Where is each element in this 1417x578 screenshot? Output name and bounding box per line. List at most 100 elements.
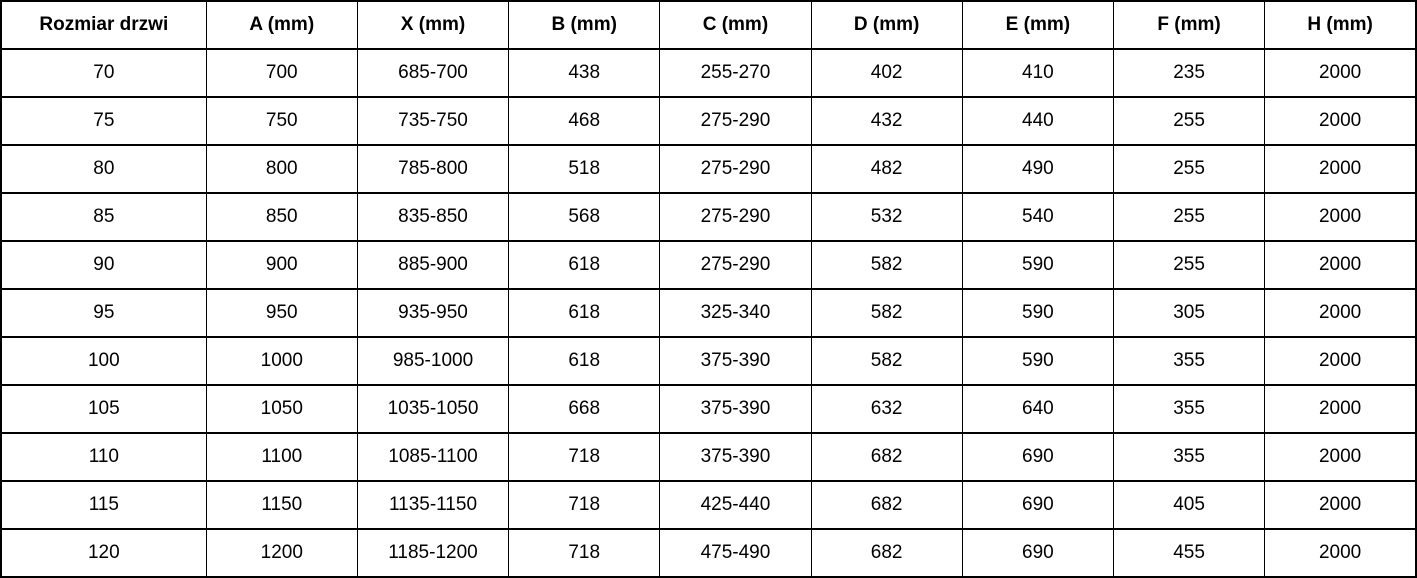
table-row: 100 1000 985-1000 618 375-390 582 590 355 2000: [0, 336, 1417, 386]
table-cell: 2000: [1264, 528, 1417, 578]
table-cell: 482: [810, 144, 963, 194]
table-cell: 690: [961, 432, 1114, 482]
table-cell: 950: [205, 288, 358, 338]
table-cell: 668: [508, 384, 661, 434]
table-cell: 455: [1112, 528, 1266, 578]
table-cell: 75: [0, 96, 207, 146]
table-cell: 2000: [1264, 96, 1417, 146]
table-cell: 582: [810, 288, 963, 338]
table-row: 115 1150 1135-1150 718 425-440 682 690 405 2000: [0, 480, 1417, 530]
table-cell: 800: [205, 144, 358, 194]
table-cell: 1135-1150: [356, 480, 510, 530]
table-cell: 275-290: [659, 192, 812, 242]
table-cell: 568: [508, 192, 661, 242]
table-cell: 70: [0, 48, 207, 98]
table-cell: 1185-1200: [356, 528, 510, 578]
table-cell: 275-290: [659, 144, 812, 194]
table-cell: 2000: [1264, 48, 1417, 98]
table-cell: 375-390: [659, 336, 812, 386]
table-cell: 850: [205, 192, 358, 242]
table-cell: 105: [0, 384, 207, 434]
table-cell: 590: [961, 336, 1114, 386]
table-row: 120 1200 1185-1200 718 475-490 682 690 455 2000: [0, 528, 1417, 578]
table-cell: 475-490: [659, 528, 812, 578]
table-cell: 375-390: [659, 384, 812, 434]
table-cell: 532: [810, 192, 963, 242]
table-cell: 1100: [205, 432, 358, 482]
table-cell: 582: [810, 336, 963, 386]
table-cell: 115: [0, 480, 207, 530]
table-cell: 682: [810, 528, 963, 578]
table-cell: 2000: [1264, 384, 1417, 434]
table-row: 85 850 835-850 568 275-290 532 540 255 2000: [0, 192, 1417, 242]
table-cell: 2000: [1264, 192, 1417, 242]
table-cell: 618: [508, 336, 661, 386]
table-cell: 582: [810, 240, 963, 290]
table-cell: 90: [0, 240, 207, 290]
table-cell: 375-390: [659, 432, 812, 482]
table-cell: 110: [0, 432, 207, 482]
table-cell: 618: [508, 240, 661, 290]
table-cell: 235: [1112, 48, 1266, 98]
table-cell: 1200: [205, 528, 358, 578]
table-cell: 718: [508, 432, 661, 482]
table-cell: 425-440: [659, 480, 812, 530]
header-row: Rozmiar drzwi A (mm) X (mm) B (mm) C (mm) D (…: [0, 0, 1417, 50]
column-header: A (mm): [205, 0, 358, 50]
table-cell: 835-850: [356, 192, 510, 242]
table-cell: 405: [1112, 480, 1266, 530]
table-cell: 985-1000: [356, 336, 510, 386]
table-cell: 440: [961, 96, 1114, 146]
table-cell: 402: [810, 48, 963, 98]
table-cell: 718: [508, 528, 661, 578]
table-cell: 120: [0, 528, 207, 578]
table-row: 80 800 785-800 518 275-290 482 490 255 2000: [0, 144, 1417, 194]
column-header: C (mm): [659, 0, 812, 50]
table-cell: 255: [1112, 96, 1266, 146]
table-cell: 1050: [205, 384, 358, 434]
table-cell: 255: [1112, 240, 1266, 290]
table-body: 70 700 685-700 438 255-270 402 410 235 2000 75 750…: [0, 48, 1417, 578]
table-row: 110 1100 1085-1100 718 375-390 682 690 355 2000: [0, 432, 1417, 482]
table-row: 95 950 935-950 618 325-340 582 590 305 2000: [0, 288, 1417, 338]
table-cell: 80: [0, 144, 207, 194]
table-cell: 2000: [1264, 144, 1417, 194]
table-cell: 325-340: [659, 288, 812, 338]
table-cell: 1150: [205, 480, 358, 530]
table-cell: 2000: [1264, 432, 1417, 482]
table-cell: 305: [1112, 288, 1266, 338]
table-cell: 700: [205, 48, 358, 98]
table-cell: 355: [1112, 384, 1266, 434]
table-cell: 735-750: [356, 96, 510, 146]
column-header: E (mm): [961, 0, 1114, 50]
table-cell: 275-290: [659, 96, 812, 146]
table-cell: 490: [961, 144, 1114, 194]
column-header: X (mm): [356, 0, 510, 50]
table-cell: 95: [0, 288, 207, 338]
table-cell: 518: [508, 144, 661, 194]
table-cell: 1035-1050: [356, 384, 510, 434]
table-cell: 632: [810, 384, 963, 434]
table-cell: 640: [961, 384, 1114, 434]
table-cell: 785-800: [356, 144, 510, 194]
table-cell: 2000: [1264, 288, 1417, 338]
table-cell: 1085-1100: [356, 432, 510, 482]
table-cell: 275-290: [659, 240, 812, 290]
column-header: H (mm): [1264, 0, 1417, 50]
table-cell: 355: [1112, 432, 1266, 482]
table-cell: 685-700: [356, 48, 510, 98]
table-cell: 750: [205, 96, 358, 146]
table-cell: 885-900: [356, 240, 510, 290]
column-header: F (mm): [1112, 0, 1266, 50]
table-cell: 540: [961, 192, 1114, 242]
table-cell: 618: [508, 288, 661, 338]
table-cell: 2000: [1264, 480, 1417, 530]
table-cell: 410: [961, 48, 1114, 98]
table-cell: 2000: [1264, 336, 1417, 386]
table-cell: 682: [810, 480, 963, 530]
table-cell: 682: [810, 432, 963, 482]
table-cell: 432: [810, 96, 963, 146]
table-cell: 718: [508, 480, 661, 530]
table-cell: 690: [961, 528, 1114, 578]
